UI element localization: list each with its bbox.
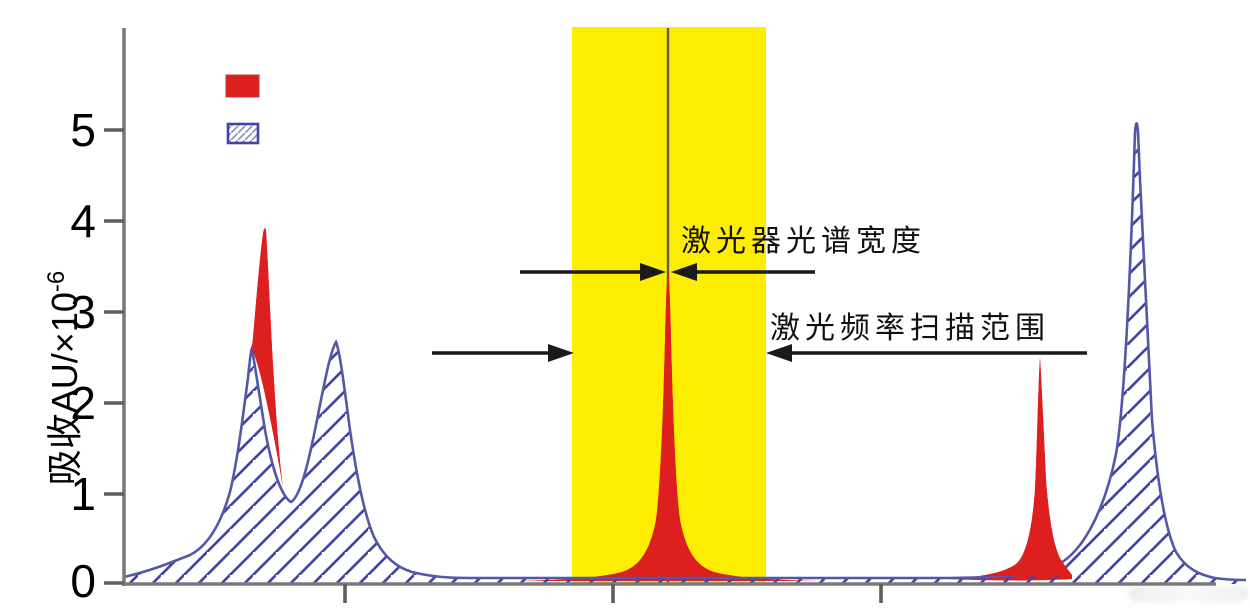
y-tick-label-0: 0 [70,555,96,607]
linewidth-arrows [520,263,815,281]
scan-range-arrows [432,344,1087,362]
linewidth-arrowhead-left-icon [671,263,697,281]
x-axis-ticks [343,584,883,603]
y-axis-title: 吸收AU/×10-6 [36,168,88,588]
scan-arrowhead-left-icon [766,344,792,362]
blue-series-outline [123,122,1247,582]
legend-blue-hatched-swatch [226,122,260,145]
annotation-laser-linewidth: 激光器光谱宽度 [681,225,926,258]
y-tick-label-5: 5 [70,104,96,156]
annotation-scan-range: 激光频率扫描范围 [770,312,1050,345]
y-tick-label-2: 2 [70,377,96,429]
y-axis-title-exponent: -6 [43,270,70,293]
legend-red-solid-swatch [225,74,260,98]
y-tick-label-3: 3 [70,286,96,338]
linewidth-arrowhead-right-icon [640,263,666,281]
scan-arrowhead-right-icon [548,344,574,362]
y-axis-title-main: 吸收AU/×10 [44,292,85,486]
y-tick-label-4: 4 [70,195,96,247]
watermark-smudge [1128,586,1248,602]
y-tick-label-1: 1 [70,468,96,520]
y-axis-ticks [104,128,124,585]
